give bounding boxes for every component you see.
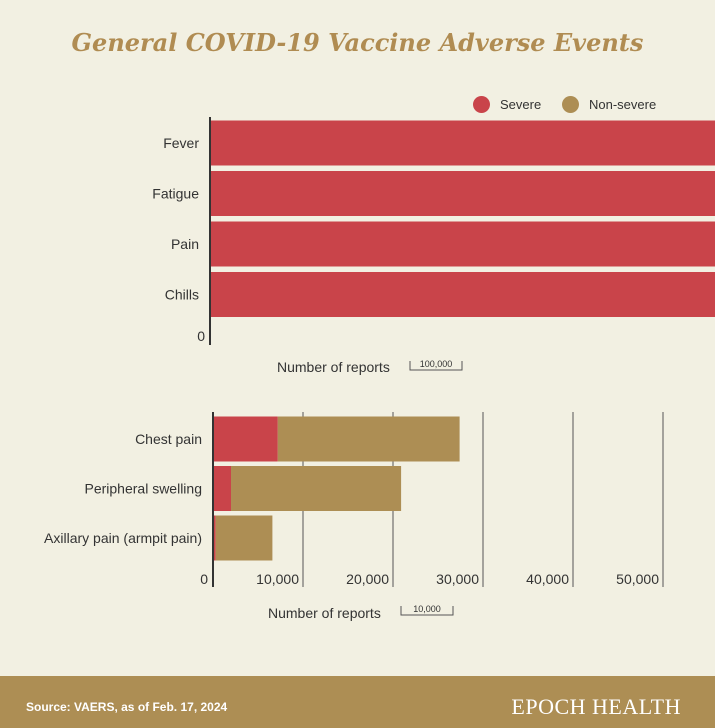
legend-label-nonsevere: Non-severe — [589, 97, 657, 112]
chart2-x-axis-label: Number of reports — [268, 605, 381, 621]
chart1-scale-label: 100,000 — [420, 359, 453, 369]
chart1-bar-severe — [210, 120, 715, 166]
chart2-scale-bracket — [400, 606, 454, 616]
chart1-bar-severe — [210, 171, 715, 216]
chart1-category-label: Pain — [171, 236, 199, 252]
chart2-bar-nonsevere — [277, 416, 460, 462]
chart2-bar-severe — [213, 515, 216, 561]
footer-bar: Source: VAERS, as of Feb. 17, 2024 EPOCH… — [0, 676, 715, 728]
chart2-bar-nonsevere — [215, 515, 273, 561]
chart1-bar-severe — [210, 221, 715, 267]
chart2-tick-label: 50,000 — [616, 571, 659, 587]
chart2-tick-label: 20,000 — [346, 571, 389, 587]
legend-label-severe: Severe — [500, 97, 542, 112]
chart-title: General COVID-19 Vaccine Adverse Events — [71, 28, 644, 57]
chart2-category-label: Peripheral swelling — [84, 481, 202, 497]
chart2-tick-label: 0 — [200, 571, 208, 587]
chart1-category-label: Fever — [163, 135, 199, 151]
chart2-tick-label: 10,000 — [256, 571, 299, 587]
nonsevere-swatch — [562, 96, 579, 113]
brand-logo: EPOCH HEALTH — [511, 694, 681, 719]
legend-item-severe: Severe — [473, 96, 541, 113]
chart1-category-label: Fatigue — [152, 186, 199, 202]
chart1-bar-severe — [210, 272, 715, 317]
source-note: Source: VAERS, as of Feb. 17, 2024 — [26, 700, 228, 714]
chart2-bar-severe — [213, 466, 231, 511]
chart1-scale-bracket — [409, 361, 463, 371]
chart2-category-label: Chest pain — [135, 431, 202, 447]
chart2-bar-nonsevere — [231, 466, 402, 511]
chart1-x-axis-label: Number of reports — [277, 359, 390, 375]
legend-item-nonsevere: Non-severe — [562, 96, 656, 113]
charts-canvas: FeverFatiguePainChills0100,000200,000Num… — [44, 117, 715, 621]
chart2-tick-label: 30,000 — [436, 571, 479, 587]
chart2-scale-label: 10,000 — [413, 604, 441, 614]
chart1-category-label: Chills — [165, 287, 199, 303]
chart1-tick-label: 0 — [197, 328, 205, 344]
chart2-tick-label: 40,000 — [526, 571, 569, 587]
chart2-category-label: Axillary pain (armpit pain) — [44, 530, 202, 546]
severe-swatch — [473, 96, 490, 113]
chart2-bar-severe — [213, 416, 278, 462]
